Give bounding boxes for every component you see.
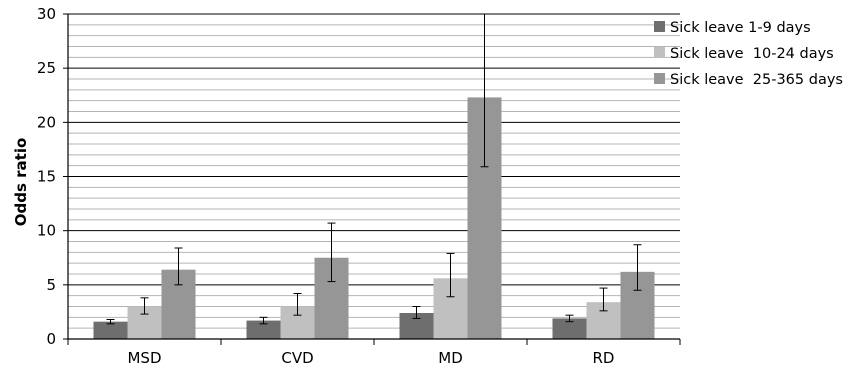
y-tick-label: 15: [37, 168, 56, 186]
x-category-label: RD: [593, 349, 615, 367]
y-tick-label: 30: [37, 5, 56, 23]
bar: [93, 321, 128, 339]
bar: [552, 318, 587, 339]
legend-swatch: [654, 73, 665, 84]
legend: Sick leave 1-9 days Sick leave 10-24 days…: [654, 20, 843, 88]
axes: [63, 13, 681, 345]
x-category-label: MSD: [127, 349, 161, 367]
legend-swatch: [654, 47, 665, 58]
y-tick-label: 5: [46, 276, 56, 294]
y-tick-label: 0: [46, 330, 56, 348]
y-tick-labels: 0 5 10 15 20 25 30: [37, 5, 56, 348]
legend-entry: Sick leave 1-9 days: [670, 20, 811, 36]
y-axis-label: Odds ratio: [12, 138, 30, 227]
legend-entry: Sick leave 10-24 days: [670, 46, 834, 62]
y-tick-label: 10: [37, 222, 56, 240]
legend-entry: Sick leave 25-365 days: [670, 72, 843, 88]
x-category-label: MD: [438, 349, 463, 367]
y-tick-label: 20: [37, 113, 56, 131]
y-tick-label: 25: [37, 59, 56, 77]
x-category-label: CVD: [281, 349, 313, 367]
x-category-labels: MSD CVD MD RD: [127, 349, 614, 367]
legend-swatch: [654, 21, 665, 32]
bars: [93, 13, 655, 340]
bar: [246, 320, 281, 339]
gridlines: [68, 13, 680, 329]
